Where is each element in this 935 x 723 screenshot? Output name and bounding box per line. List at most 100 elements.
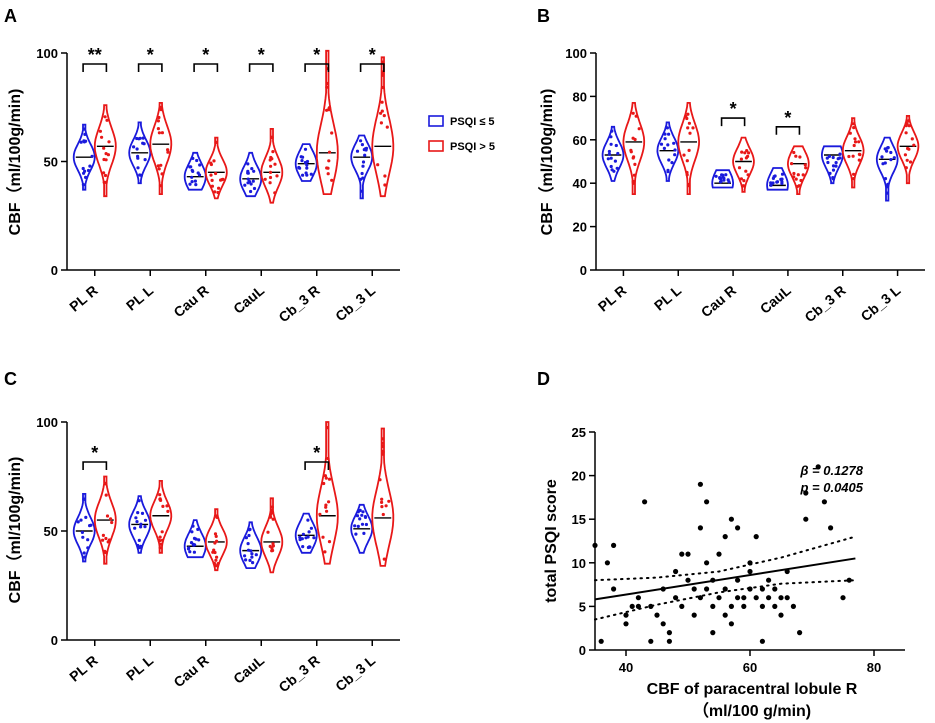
panel-a-point-pl-l-psqi-low — [143, 158, 147, 162]
panel-c-point-caul-psqi-low — [247, 528, 251, 532]
panel-d-scatter-point — [691, 612, 697, 618]
panel-c-point-pl-l-psqi-high — [159, 498, 163, 502]
panel-b-point-caul-psqi-high — [794, 177, 798, 181]
panel-a-point-cb-3-l-psqi-high — [381, 73, 385, 77]
panel-a-point-cb-3-r-psqi-high — [325, 108, 329, 112]
panel-b-point-pl-r-psqi-low — [609, 164, 613, 169]
panel-d-scatter-point — [759, 638, 766, 644]
panel-c-point-pl-l-psqi-low — [137, 538, 141, 543]
panel-a-point-pl-l-psqi-high — [156, 164, 160, 168]
panel-a-point-pl-l-psqi-low — [141, 136, 145, 140]
panel-c-point-cau-r-psqi-low — [196, 527, 200, 532]
panel-c-point-cb-3-r-psqi-high — [327, 477, 332, 481]
panel-b-point-pl-l-psqi-high — [687, 148, 691, 152]
panel-b-point-pl-l-psqi-low — [670, 161, 674, 165]
panel-b-point-cb-3-l-psqi-low — [889, 158, 893, 162]
panel-a-y-tick-label: 50 — [44, 155, 58, 170]
panel-a-point-caul-psqi-low — [252, 169, 256, 173]
panel-d: D total PSQI score CBF of paracentral lo… — [537, 369, 905, 720]
panel-b-point-pl-l-psqi-low — [666, 143, 670, 147]
panel-a-point-cb-3-r-psqi-low — [309, 172, 313, 176]
panel-d-scatter-point — [759, 603, 766, 610]
panel-b-point-cau-r-psqi-low — [719, 179, 723, 184]
panel-a-point-cb-3-l-psqi-low — [363, 153, 367, 157]
panel-c-point-pl-l-psqi-high — [165, 504, 169, 508]
panel-a-point-pl-r-psqi-high — [102, 171, 106, 175]
panel-b-point-cb-3-r-psqi-low — [836, 157, 840, 161]
panel-c-point-cb-3-l-psqi-high — [384, 504, 388, 508]
panel-a-point-cb-3-l-psqi-low — [361, 164, 365, 168]
panel-d-x-axis-title: CBF of paracentral lobule R — [647, 681, 858, 698]
panel-a-point-pl-r-psqi-high — [102, 157, 106, 162]
panel-d-scatter-point — [797, 630, 803, 636]
legend-label-psqi-high: PSQI > 5 — [450, 141, 495, 153]
panel-d-scatter-point — [728, 603, 735, 610]
panel-c-point-cb-3-l-psqi-high — [381, 452, 385, 456]
panel-a-point-pl-l-psqi-high — [159, 105, 163, 109]
panel-d-scatter-point — [611, 586, 617, 592]
panel-b-point-cb-3-r-psqi-high — [857, 158, 861, 162]
panel-b-x-tick-label-cb-3-r: Cb_3 R — [801, 282, 848, 325]
panel-a-letter: A — [4, 6, 17, 26]
panel-c-point-pl-r-psqi-high — [104, 493, 108, 497]
panel-a-point-pl-r-psqi-low — [82, 139, 86, 143]
panel-c-point-cau-r-psqi-high — [213, 541, 217, 545]
panel-d-scatter-point — [741, 595, 747, 601]
panel-a-point-pl-r-psqi-high — [106, 153, 110, 157]
panel-b-point-cau-r-psqi-high — [739, 177, 744, 181]
panel-c-point-cb-3-r-psqi-high — [327, 500, 331, 504]
panel-b-point-cau-r-psqi-high — [742, 179, 746, 183]
panel-c-point-cb-3-l-psqi-low — [360, 522, 365, 526]
panel-d-scatter-point — [784, 568, 790, 575]
panel-b-point-cau-r-psqi-low — [718, 176, 722, 180]
panel-b-point-caul-psqi-high — [792, 171, 796, 176]
panel-a-point-caul-psqi-high — [268, 170, 273, 174]
panel-c-point-cb-3-l-psqi-high — [381, 444, 385, 449]
panel-c-point-cb-3-r-psqi-low — [312, 536, 316, 540]
panel-b-point-cau-r-psqi-high — [744, 169, 748, 173]
panel-b-point-cb-3-r-psqi-high — [853, 137, 857, 141]
panel-d-plot: 0 5 10 15 20 25 40 60 80 — [572, 425, 905, 675]
panel-b-point-caul-psqi-high — [796, 173, 800, 177]
panel-b-point-cb-3-r-psqi-low — [831, 155, 835, 160]
panel-a-point-pl-l-psqi-high — [159, 163, 163, 167]
panel-c-significance-mark-cb-3-r: * — [313, 443, 320, 463]
panel-d-scatter-point — [710, 630, 716, 636]
panel-b-point-pl-l-psqi-low — [667, 132, 671, 136]
panel-c-point-pl-l-psqi-low — [134, 516, 138, 520]
panel-b-point-cb-3-l-psqi-high — [907, 124, 911, 128]
panel-b-point-pl-r-psqi-high — [631, 111, 635, 115]
panel-c-point-pl-r-psqi-low — [82, 551, 86, 555]
panel-c-point-cb-3-r-psqi-high — [321, 535, 325, 539]
panel-d-scatter-point — [648, 638, 654, 644]
panel-b-point-pl-r-psqi-low — [615, 166, 619, 170]
panel-a-point-cau-r-psqi-low — [194, 183, 198, 187]
panel-a-point-pl-l-psqi-high — [160, 131, 164, 135]
panel-a-point-pl-l-psqi-high — [156, 119, 160, 123]
panel-a-point-pl-r-psqi-high — [102, 146, 106, 150]
panel-d-scatter-point — [697, 481, 704, 487]
panel-a-point-caul-psqi-high — [273, 162, 277, 166]
panel-a-point-pl-l-psqi-low — [136, 166, 140, 170]
panel-a-point-pl-r-psqi-low — [83, 132, 87, 136]
panel-b-significance-bracket-caul — [775, 125, 801, 135]
panel-c-point-pl-r-psqi-low — [84, 515, 88, 520]
panel-d-scatter-point — [685, 551, 691, 557]
panel-c-point-cau-r-psqi-high — [216, 562, 220, 566]
panel-a-point-cb-3-l-psqi-high — [380, 100, 384, 104]
panel-c-point-cau-r-psqi-high — [214, 534, 218, 539]
panel-a-point-pl-l-psqi-low — [135, 147, 139, 151]
panel-d-scatter-point — [766, 577, 772, 583]
panel-b-point-pl-r-psqi-low — [607, 152, 612, 156]
panel-b-point-cb-3-l-psqi-high — [907, 147, 911, 151]
panel-c-point-pl-l-psqi-high — [160, 530, 164, 534]
panel-a-point-cb-3-r-psqi-low — [298, 166, 302, 170]
panel-a-significance-mark-pl-l: * — [147, 45, 154, 65]
panel-d-scatter-point — [722, 534, 728, 540]
panel-c-x-tick-label-cb-3-l: Cb_3 L — [332, 652, 378, 695]
panel-c-point-caul-psqi-low — [254, 553, 258, 557]
panel-a-point-pl-l-psqi-high — [158, 184, 163, 188]
panel-b-point-cb-3-l-psqi-high — [910, 137, 914, 141]
panel-d-letter: D — [537, 369, 550, 389]
panel-c-violin-caul-psqi-high — [260, 497, 284, 574]
